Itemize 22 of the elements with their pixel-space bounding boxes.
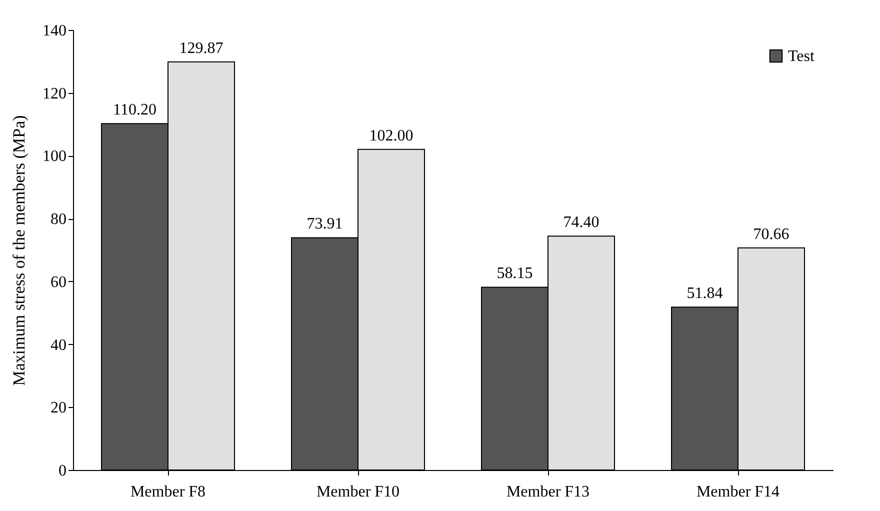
y-tick-label: 120 (42, 85, 66, 102)
y-tick-label: 100 (42, 148, 66, 166)
x-tick-label: Member F10 (316, 484, 400, 500)
data-label: 102.00 (369, 127, 414, 144)
data-label: 110.20 (113, 102, 156, 119)
data-label: 73.91 (306, 216, 343, 233)
y-tick-label: 140 (42, 22, 66, 40)
y-tick-label: 40 (50, 336, 66, 354)
y-tick-label: 20 (50, 400, 66, 417)
data-label: 58.15 (496, 265, 533, 282)
x-tick-label: Member F13 (506, 484, 590, 500)
data-label: 74.40 (563, 214, 600, 232)
y-tick-label: 0 (58, 462, 66, 480)
data-label: 70.66 (753, 226, 790, 243)
x-tick-label: Member F14 (696, 484, 780, 500)
x-tick-label: Member F8 (130, 484, 206, 500)
data-label: 51.84 (686, 285, 723, 302)
y-axis-title: Maximum stress of the members (MPa) (10, 115, 28, 386)
y-tick-label: 60 (50, 274, 66, 291)
legend-label: Test (788, 48, 815, 65)
y-tick-label: 80 (50, 211, 66, 228)
data-label: 129.87 (179, 40, 224, 57)
